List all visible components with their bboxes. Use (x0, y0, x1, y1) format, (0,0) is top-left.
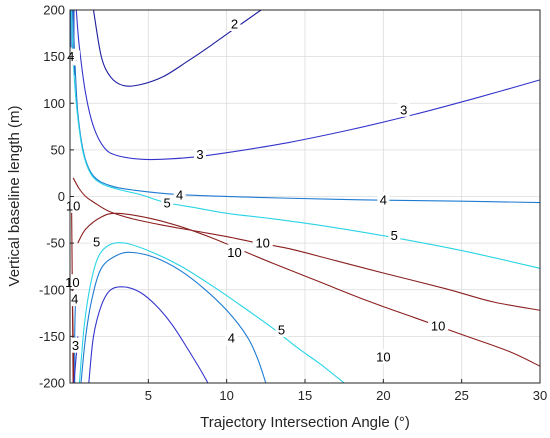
contour-label-bg (194, 146, 207, 162)
x-axis-label: Trajectory Intersection Angle (°) (200, 414, 410, 431)
contour-line-4 (80, 251, 267, 384)
y-ticks: -200 -150 -100 -50 0 50 100 150 200 (39, 3, 74, 391)
contour-label-3: 3 (72, 338, 79, 353)
contour-label-10: 10 (227, 245, 241, 260)
contour-label-bg (428, 318, 449, 334)
contour-label-bg (377, 192, 390, 208)
y-tick-label: 200 (43, 3, 65, 18)
contour-line-10 (72, 177, 541, 311)
contour-label-5: 5 (164, 196, 171, 211)
y-tick-label: -100 (39, 282, 65, 297)
y-tick-label: 0 (58, 189, 65, 204)
contour-label-bg (62, 274, 83, 290)
contour-label-10: 10 (376, 349, 390, 364)
x-ticks: 5 10 15 20 25 30 (145, 379, 547, 403)
y-tick-label: -50 (46, 236, 65, 251)
contour-line-2 (92, 9, 262, 87)
contour-label-bg (397, 101, 410, 117)
x-tick-label: 5 (145, 388, 152, 403)
y-tick-label: -150 (39, 329, 65, 344)
contour-label-bg (388, 227, 401, 243)
contour-label-10: 10 (255, 236, 269, 251)
contour-labels: 23334445510101010101055443 (62, 15, 449, 364)
contour-label-bg (90, 234, 103, 250)
y-axis-label: Vertical baseline length (m) (6, 106, 23, 287)
y-tick-label: 150 (43, 49, 65, 64)
contour-label-bg (373, 348, 394, 364)
x-tick-label: 15 (298, 388, 312, 403)
x-tick-label: 20 (376, 388, 390, 403)
contour-line-5 (71, 9, 541, 269)
y-tick-label: -200 (39, 376, 65, 391)
contour-label-10: 10 (66, 198, 80, 213)
contour-label-bg (63, 197, 84, 213)
contour-label-4: 4 (176, 188, 183, 203)
contour-label-bg (225, 330, 238, 346)
contour-label-bg (69, 337, 82, 353)
contour-label-5: 5 (391, 228, 398, 243)
contour-label-10: 10 (431, 319, 445, 334)
x-tick-label: 30 (533, 388, 547, 403)
x-tick-label: 25 (454, 388, 468, 403)
x-tick-label: 10 (219, 388, 233, 403)
contour-label-4: 4 (228, 331, 235, 346)
contour-label-5: 5 (93, 235, 100, 250)
contour-line-5 (78, 242, 345, 384)
y-tick-label: 100 (43, 96, 65, 111)
contour-label-4: 4 (71, 292, 78, 307)
y-tick-label: 50 (51, 142, 65, 157)
contour-label-3: 3 (400, 102, 407, 117)
contour-label-4: 4 (380, 193, 387, 208)
contour-label-bg (224, 244, 245, 260)
contour-label-10: 10 (65, 275, 79, 290)
contour-label-bg (252, 235, 273, 251)
contour-label-bg (161, 195, 174, 211)
contour-label-bg (68, 291, 81, 307)
contour-label-bg (275, 321, 288, 337)
contour-label-bg (228, 15, 241, 31)
contour-label-3: 3 (196, 147, 203, 162)
contour-line-3 (88, 286, 209, 384)
contour-label-5: 5 (278, 322, 285, 337)
contour-label-2: 2 (231, 16, 238, 31)
contour-label-bg (173, 187, 186, 203)
